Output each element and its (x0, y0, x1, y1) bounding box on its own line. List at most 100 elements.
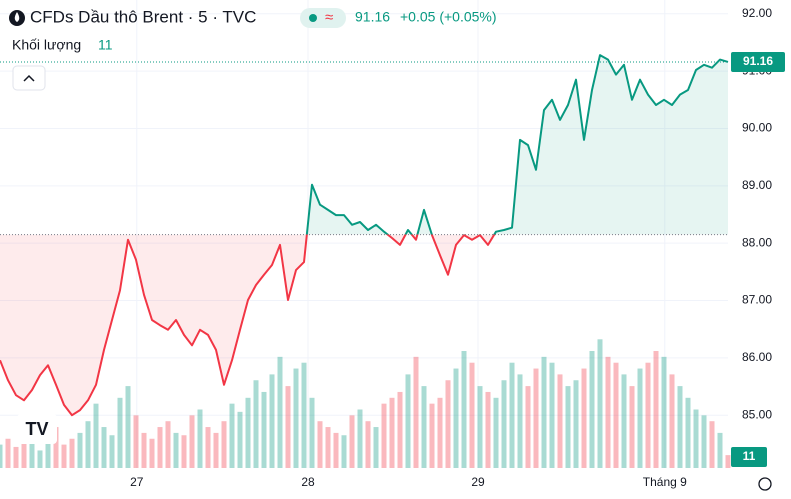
volume-bar (573, 380, 579, 468)
volume-bar (429, 403, 435, 468)
volume-bar (725, 455, 731, 468)
volume-bar (229, 403, 235, 468)
volume-bar (445, 380, 451, 468)
plot-area (0, 0, 731, 468)
volume-bar (645, 362, 651, 468)
volume-bar (309, 397, 315, 468)
volume-bar (477, 386, 483, 468)
volume-bar (37, 450, 43, 468)
volume-bar (333, 432, 339, 468)
volume-bar (405, 374, 411, 468)
volume-bar (389, 397, 395, 468)
volume-legend: Khối lượng (12, 37, 81, 53)
price-change: +0.05 (+0.05%) (400, 9, 497, 25)
volume-bar (325, 427, 331, 468)
volume-bar (381, 403, 387, 468)
volume-bar (205, 427, 211, 468)
collapse-icon (23, 74, 35, 82)
y-tick-label: 92.00 (742, 6, 772, 20)
volume-bar (341, 435, 347, 468)
symbol-logo-drop (14, 12, 20, 22)
volume-bar (613, 362, 619, 468)
volume-bar (117, 397, 123, 468)
volume-bar (717, 432, 723, 468)
price-line (0, 54, 729, 417)
volume-bar (701, 415, 707, 468)
volume-bar (181, 435, 187, 468)
volume-bar (581, 368, 587, 468)
volume-bar (541, 356, 547, 468)
y-tick-label: 87.00 (742, 293, 772, 307)
volume-bar (517, 374, 523, 468)
tv-logo: TV (25, 419, 48, 439)
volume-legend-value: 11 (98, 37, 113, 53)
last-price: 91.16 (355, 9, 390, 25)
volume-bar (533, 368, 539, 468)
volume-bar (605, 356, 611, 468)
volume-bar (21, 432, 27, 468)
volume-bar (621, 374, 627, 468)
baseline-area (0, 55, 728, 416)
volume-bar (149, 438, 155, 468)
y-tick-label: 89.00 (742, 178, 772, 192)
volume-bar (77, 432, 83, 468)
collapse-button[interactable] (12, 65, 46, 91)
volume-bar (453, 368, 459, 468)
volume-bar (141, 432, 147, 468)
volume-bar (237, 411, 243, 468)
volume-bar (133, 415, 139, 468)
volume-bar (677, 386, 683, 468)
volume-bar (53, 427, 59, 468)
volume-bar (653, 351, 659, 468)
volume-bar (637, 368, 643, 468)
volume-bar (693, 409, 699, 468)
settings-icon[interactable] (758, 477, 772, 491)
x-tick-label: 28 (301, 475, 315, 489)
volume-bar (709, 421, 715, 468)
volume-bar (157, 427, 163, 468)
volume-bar (293, 368, 299, 468)
y-tick-label: 85.00 (742, 407, 772, 421)
volume-bar (189, 415, 195, 468)
volume-bar (549, 362, 555, 468)
volume-bar (557, 374, 563, 468)
volume-bar (197, 409, 203, 468)
volume-bar (373, 427, 379, 468)
y-tick-label: 90.00 (742, 121, 772, 135)
volume-bar (125, 386, 131, 468)
volume-bar (397, 391, 403, 468)
volume-bar (261, 391, 267, 468)
volume-bar (245, 397, 251, 468)
volume-bar (365, 421, 371, 468)
volume-bar (173, 432, 179, 468)
volume-bar (61, 444, 67, 468)
volume-bar (301, 362, 307, 468)
volume-bar (413, 356, 419, 468)
volume-bar (597, 339, 603, 468)
volume-bar (45, 435, 51, 468)
volume-bar (421, 386, 427, 468)
x-tick-label: Tháng 9 (643, 475, 687, 489)
volume-bar (277, 356, 283, 468)
volume-bar (109, 435, 115, 468)
status-pill[interactable] (300, 8, 346, 28)
volume-bar (0, 444, 3, 468)
chart-title: CFDs Dầu thô Brent · 5 · TVC (30, 7, 256, 26)
x-tick-label: 27 (130, 475, 144, 489)
volume-bar (85, 421, 91, 468)
y-tick-label: 88.00 (742, 235, 772, 249)
volume-bar (213, 432, 219, 468)
volume-bar (661, 356, 667, 468)
volume-tag-label: 11 (743, 449, 756, 463)
volume-bar (221, 421, 227, 468)
x-tick-label: 29 (471, 475, 485, 489)
volume-bar (509, 362, 515, 468)
y-tick-label: 86.00 (742, 350, 772, 364)
volume-bar (285, 386, 291, 468)
volume-bar (469, 362, 475, 468)
volume-tag (731, 447, 767, 467)
volume-bar (437, 397, 443, 468)
volume-bar (685, 397, 691, 468)
price-tag (731, 51, 785, 72)
